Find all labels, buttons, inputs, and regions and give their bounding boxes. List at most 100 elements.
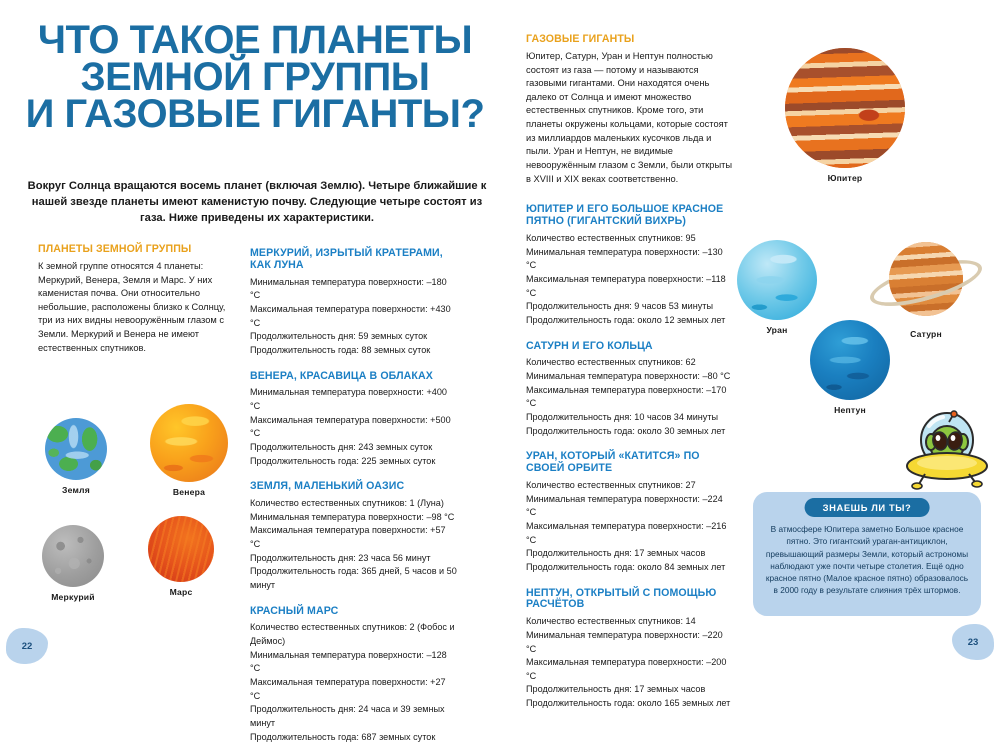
venus-spec-block: ВЕНЕРА, КРАСАВИЦА В ОБЛАКАХ Минимальная …: [250, 369, 458, 469]
terrestrial-planets-heading: ПЛАНЕТЫ ЗЕМНОЙ ГРУППЫ: [38, 243, 192, 255]
uranus-heading: УРАН, КОТОРЫЙ «КАТИТСЯ» ПО СВОЕЙ ОРБИТЕ: [526, 450, 700, 475]
earth-spec-block: ЗЕМЛЯ, МАЛЕНЬКИЙ ОАЗИС Количество естест…: [250, 480, 458, 592]
neptune-planet-icon: [810, 320, 890, 400]
jupiter-spec-block: ЮПИТЕР И ЕГО БОЛЬШОЕ КРАСНОЕ ПЯТНО (ГИГА…: [526, 204, 734, 327]
mars-spec-line: Продолжительность года: 687 земных суток: [250, 731, 436, 742]
mars-spec-block: КРАСНЫЙ МАРС Количество естественных спу…: [250, 604, 458, 744]
mars-spec-line: Количество естественных спутников: 2 (Фо…: [250, 622, 455, 647]
mars-spec-line: Минимальная температура поверхности: –12…: [250, 649, 447, 674]
uranus-spec-line: Продолжительность дня: 17 земных часов: [526, 548, 706, 559]
neptune-spec-line: Максимальная температура поверхности: –2…: [526, 657, 727, 681]
mars-planet-icon: [148, 516, 214, 582]
mars-spec-line: Максимальная температура поверхности: +2…: [250, 677, 446, 701]
mercury-label: Меркурий: [51, 592, 95, 602]
earth-spec-line: Продолжительность дня: 23 часа 56 минут: [250, 552, 431, 563]
saturn-spec-line: Продолжительность дня: 10 часов 34 минут…: [526, 412, 719, 423]
neptune-spec-line: Продолжительность дня: 17 земных часов: [526, 684, 706, 695]
terrestrial-planets-body: К земной группе относятся 4 планеты: Мер…: [38, 260, 226, 353]
jupiter-spec-line: Продолжительность года: около 12 земных …: [526, 314, 726, 325]
neptune-heading: НЕПТУН, ОТКРЫТЫЙ С ПОМОЩЬЮ РАСЧЁТОВ: [526, 586, 717, 611]
saturn-spec-line: Максимальная температура поверхности: –1…: [526, 384, 727, 409]
page-title-line-2: ЗЕМНОЙ ГРУППЫ: [80, 54, 430, 99]
jupiter-spec-line: Количество естественных спутников: 95: [526, 233, 696, 244]
uranus-spec-line: Количество естественных спутников: 27: [526, 480, 696, 491]
did-you-know-box: ЗНАЕШЬ ЛИ ТЫ? В атмосфере Юпитера заметн…: [753, 492, 981, 616]
neptune-spec-line: Продолжительность года: около 165 земных…: [526, 698, 731, 709]
earth-heading: ЗЕМЛЯ, МАЛЕНЬКИЙ ОАЗИС: [250, 480, 405, 493]
saturn-spec-block: САТУРН И ЕГО КОЛЬЦА Количество естествен…: [526, 339, 734, 439]
earth-spec-line: Минимальная температура поверхности: –98…: [250, 511, 455, 522]
jupiter-label: Юпитер: [827, 173, 863, 183]
earth-label: Земля: [62, 485, 90, 495]
planet-illustration-saturn: Сатурн: [865, 238, 987, 339]
saturn-spec-line: Количество естественных спутников: 62: [526, 357, 696, 368]
jupiter-spec-line: Максимальная температура поверхности: –1…: [526, 274, 726, 298]
planet-illustration-venus: Венера: [150, 404, 228, 497]
earth-spec-line: Количество естественных спутников: 1 (Лу…: [250, 498, 444, 509]
planet-illustration-mercury: Меркурий: [42, 525, 104, 602]
page-title-line-1: ЧТО ТАКОЕ ПЛАНЕТЫ: [37, 18, 473, 62]
venus-heading: ВЕНЕРА, КРАСАВИЦА В ОБЛАКАХ: [250, 369, 433, 382]
planet-illustration-uranus: Уран: [737, 240, 817, 335]
neptune-spec-line: Количество естественных спутников: 14: [526, 616, 696, 627]
alien-ufo-illustration: [903, 406, 991, 492]
saturn-spec-line: Минимальная температура поверхности: –80…: [526, 371, 731, 382]
uranus-label: Уран: [766, 325, 788, 335]
venus-spec-line: Минимальная температура поверхности: +40…: [250, 387, 447, 412]
mercury-spec-block: МЕРКУРИЙ, ИЗРЫТЫЙ КРАТЕРАМИ, КАК ЛУНА Ми…: [250, 247, 458, 358]
did-you-know-badge: ЗНАЕШЬ ЛИ ТЫ?: [804, 498, 930, 517]
venus-planet-icon: [150, 404, 228, 482]
mercury-heading: МЕРКУРИЙ, ИЗРЫТЫЙ КРАТЕРАМИ, КАК ЛУНА: [250, 247, 443, 271]
terrestrial-planets-column: ПЛАНЕТЫ ЗЕМНОЙ ГРУППЫ К земной группе от…: [38, 243, 234, 355]
jupiter-spec-line: Минимальная температура поверхности: –13…: [526, 246, 723, 271]
saturn-heading: САТУРН И ЕГО КОЛЬЦА: [526, 339, 653, 352]
saturn-planet-icon: [865, 238, 987, 324]
jupiter-heading: ЮПИТЕР И ЕГО БОЛЬШОЕ КРАСНОЕ ПЯТНО (ГИГА…: [526, 203, 724, 228]
uranus-spec-line: Минимальная температура поверхности: –22…: [526, 493, 723, 518]
venus-label: Венера: [172, 487, 206, 497]
gas-giants-heading: ГАЗОВЫЕ ГИГАНТЫ: [526, 33, 635, 45]
did-you-know-text: В атмосфере Юпитера заметно Большое крас…: [765, 524, 969, 596]
jupiter-planet-icon: [785, 48, 905, 168]
earth-planet-icon: [45, 418, 107, 480]
planet-illustration-earth: Земля: [45, 418, 107, 495]
venus-spec-line: Продолжительность дня: 243 земных суток: [250, 441, 433, 452]
mercury-spec-line: Максимальная температура поверхности: +4…: [250, 304, 451, 328]
saturn-body-icon: [889, 242, 963, 316]
terrestrial-specs-column: МЕРКУРИЙ, ИЗРЫТЫЙ КРАТЕРАМИ, КАК ЛУНА Ми…: [250, 247, 458, 744]
neptune-label: Нептун: [834, 405, 866, 415]
planet-illustration-neptune: Нептун: [810, 320, 890, 415]
neptune-spec-line: Минимальная температура поверхности: –22…: [526, 629, 723, 654]
venus-spec-line: Продолжительность года: 225 земных суток: [250, 455, 436, 466]
venus-spec-line: Максимальная температура поверхности: +5…: [250, 414, 451, 439]
page-title-line-3: И ГАЗОВЫЕ ГИГАНТЫ?: [25, 91, 485, 136]
earth-spec-line: Максимальная температура поверхности: +5…: [250, 525, 446, 550]
page-number-left: 22: [6, 628, 48, 664]
page-title: ЧТО ТАКОЕ ПЛАНЕТЫ ЗЕМНОЙ ГРУППЫ И ГАЗОВЫ…: [20, 18, 490, 136]
mars-heading: КРАСНЫЙ МАРС: [250, 604, 339, 617]
uranus-spec-block: УРАН, КОТОРЫЙ «КАТИТСЯ» ПО СВОЕЙ ОРБИТЕ …: [526, 450, 734, 574]
gas-giants-body: Юпитер, Сатурн, Уран и Нептун полностью …: [526, 50, 733, 184]
mercury-spec-line: Продолжительность года: 88 земных суток: [250, 344, 431, 355]
mercury-planet-icon: [42, 525, 104, 587]
neptune-spec-block: НЕПТУН, ОТКРЫТЫЙ С ПОМОЩЬЮ РАСЧЁТОВ Коли…: [526, 586, 734, 711]
mercury-spec-line: Минимальная температура поверхности: –18…: [250, 276, 447, 301]
uranus-spec-line: Продолжительность года: около 84 земных …: [526, 561, 726, 572]
page-number-right: 23: [952, 624, 994, 660]
planet-illustration-mars: Марс: [148, 516, 214, 597]
jupiter-spec-line: Продолжительность дня: 9 часов 53 минуты: [526, 301, 713, 312]
book-spread: ЧТО ТАКОЕ ПЛАНЕТЫ ЗЕМНОЙ ГРУППЫ И ГАЗОВЫ…: [6, 18, 994, 742]
intro-paragraph: Вокруг Солнца вращаются восемь планет (в…: [27, 180, 487, 225]
alien-ufo-icon: [906, 410, 988, 490]
mars-spec-line: Продолжительность дня: 24 часа и 39 земн…: [250, 704, 445, 728]
earth-spec-line: Продолжительность года: 365 дней, 5 часо…: [250, 566, 457, 590]
planet-illustration-jupiter: Юпитер: [785, 48, 905, 183]
saturn-spec-line: Продолжительность года: около 30 земных …: [526, 425, 726, 436]
terrestrial-planets-section: ПЛАНЕТЫ ЗЕМНОЙ ГРУППЫ К земной группе от…: [38, 243, 234, 355]
mercury-spec-line: Продолжительность дня: 59 земных суток: [250, 331, 428, 342]
uranus-planet-icon: [737, 240, 817, 320]
gas-giants-intro-section: ГАЗОВЫЕ ГИГАНТЫ Юпитер, Сатурн, Уран и Н…: [526, 33, 734, 186]
saturn-label: Сатурн: [910, 329, 942, 339]
uranus-spec-line: Максимальная температура поверхности: –2…: [526, 520, 727, 545]
gas-giants-column: ГАЗОВЫЕ ГИГАНТЫ Юпитер, Сатурн, Уран и Н…: [526, 33, 734, 711]
